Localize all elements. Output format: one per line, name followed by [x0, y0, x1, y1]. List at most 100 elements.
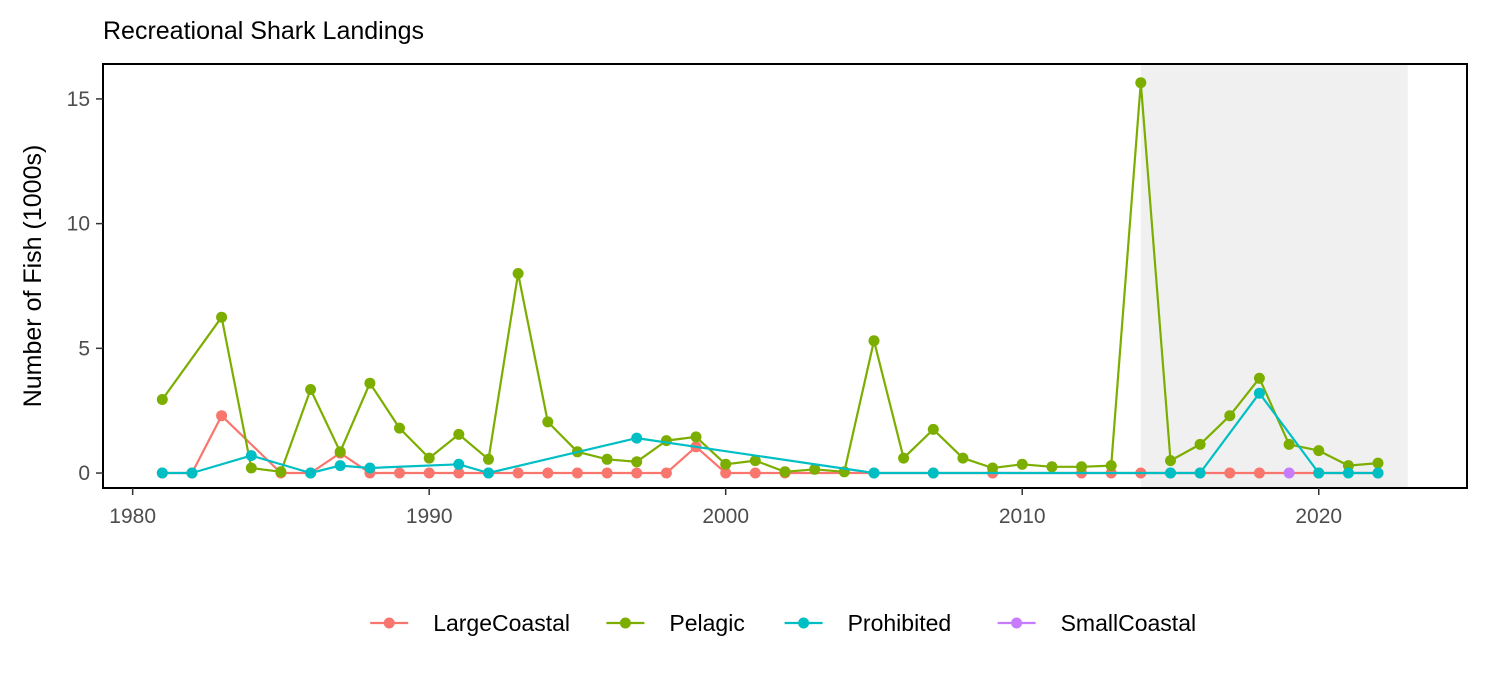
data-point-prohibited: [868, 467, 880, 479]
data-point-pelagic: [216, 311, 228, 323]
data-point-largecoastal: [542, 467, 554, 479]
data-point-pelagic: [957, 452, 969, 464]
legend-label: Pelagic: [669, 610, 744, 636]
x-tick-label: 2020: [1295, 505, 1342, 528]
data-point-pelagic: [1283, 438, 1295, 450]
legend-item-largecoastal: LargeCoastal: [370, 610, 570, 636]
data-point-largecoastal: [423, 467, 435, 479]
data-point-pelagic: [987, 462, 999, 474]
data-point-pelagic: [779, 466, 791, 478]
data-point-prohibited: [1372, 467, 1384, 479]
data-point-pelagic: [394, 422, 405, 434]
data-point-prohibited: [245, 450, 257, 462]
data-point-pelagic: [1313, 445, 1325, 457]
data-point-pelagic: [1105, 460, 1117, 472]
data-point-largecoastal: [1253, 467, 1265, 479]
data-point-pelagic: [512, 268, 524, 279]
y-tick-label: 10: [67, 213, 90, 236]
legend-key-point: [798, 617, 810, 629]
legend-label: Prohibited: [848, 610, 952, 636]
data-point-pelagic: [1372, 457, 1384, 469]
data-point-prohibited: [631, 432, 643, 444]
data-point-prohibited: [483, 467, 494, 479]
data-point-pelagic: [1135, 77, 1147, 89]
legend-item-pelagic: Pelagic: [606, 610, 745, 636]
plot-area: [102, 63, 1468, 489]
data-point-prohibited: [305, 467, 317, 479]
data-point-largecoastal: [394, 467, 405, 479]
data-point-smallcoastal: [1283, 467, 1295, 479]
legend-item-prohibited: Prohibited: [784, 610, 952, 636]
data-point-prohibited: [1313, 467, 1325, 479]
legend: LargeCoastal Pelagic Prohibited SmallCoasta…: [370, 610, 1196, 636]
series-layer: [156, 77, 1384, 479]
y-axis-title: Number of Fish (1000s): [19, 145, 47, 408]
data-point-pelagic: [542, 416, 554, 428]
data-point-largecoastal: [216, 410, 228, 422]
data-point-pelagic: [1165, 455, 1176, 467]
data-point-pelagic: [245, 462, 257, 474]
chart-title: Recreational Shark Landings: [103, 17, 424, 45]
x-tick-label: 2000: [702, 505, 749, 528]
legend-key-point: [383, 617, 395, 629]
data-point-largecoastal: [749, 467, 761, 479]
data-point-pelagic: [660, 435, 672, 447]
data-point-pelagic: [868, 335, 880, 347]
series-smallcoastal: [1283, 467, 1295, 479]
data-point-largecoastal: [720, 467, 732, 479]
data-point-pelagic: [720, 458, 732, 470]
plot-border: [102, 63, 1468, 489]
y-axis: 0 5 10 15: [67, 88, 103, 485]
data-point-prohibited: [927, 467, 939, 479]
data-point-prohibited: [1253, 387, 1265, 399]
data-point-prohibited: [186, 467, 198, 479]
data-point-largecoastal: [601, 467, 613, 479]
legend-key-point: [1011, 617, 1023, 629]
data-point-prohibited: [364, 462, 376, 474]
data-point-largecoastal: [1224, 467, 1236, 479]
data-point-pelagic: [334, 446, 346, 458]
data-point-prohibited: [1342, 467, 1354, 479]
x-tick-label: 1980: [109, 505, 156, 528]
data-point-largecoastal: [512, 467, 524, 479]
series-prohibited: [156, 387, 1384, 479]
data-point-pelagic: [275, 466, 287, 478]
data-point-pelagic: [305, 384, 317, 395]
data-point-pelagic: [690, 431, 702, 443]
legend-label: SmallCoastal: [1061, 610, 1197, 636]
data-point-pelagic: [927, 423, 939, 435]
data-point-pelagic: [601, 453, 613, 465]
data-point-pelagic: [809, 463, 821, 475]
x-tick-label: 1990: [406, 505, 453, 528]
data-point-prohibited: [334, 460, 346, 472]
data-point-pelagic: [453, 428, 465, 440]
y-tick-label: 5: [78, 337, 90, 360]
data-point-pelagic: [1046, 461, 1058, 473]
data-point-pelagic: [898, 452, 910, 464]
legend-item-smallcoastal: SmallCoastal: [997, 610, 1197, 636]
data-point-prohibited: [1165, 467, 1176, 479]
data-point-pelagic: [156, 394, 168, 405]
legend-key-point: [619, 617, 631, 629]
data-point-largecoastal: [631, 467, 643, 479]
data-point-pelagic: [1076, 461, 1087, 473]
data-point-pelagic: [364, 377, 376, 389]
data-point-largecoastal: [571, 467, 583, 479]
x-tick-label: 2010: [999, 505, 1046, 528]
x-axis: 1980 1990 2000 2010 2020: [109, 488, 1342, 528]
data-point-prohibited: [156, 467, 168, 479]
data-point-pelagic: [483, 453, 494, 465]
data-point-pelagic: [1016, 458, 1028, 470]
data-point-pelagic: [1194, 438, 1206, 450]
data-point-pelagic: [631, 456, 643, 468]
y-tick-label: 15: [67, 88, 90, 111]
data-point-pelagic: [1253, 372, 1265, 384]
data-point-largecoastal: [660, 467, 672, 479]
data-point-pelagic: [1224, 410, 1236, 422]
legend-label: LargeCoastal: [433, 610, 570, 636]
shaded-region: [1140, 64, 1408, 488]
data-point-pelagic: [749, 455, 761, 467]
y-tick-label: 0: [78, 462, 90, 485]
data-point-pelagic: [423, 452, 435, 464]
